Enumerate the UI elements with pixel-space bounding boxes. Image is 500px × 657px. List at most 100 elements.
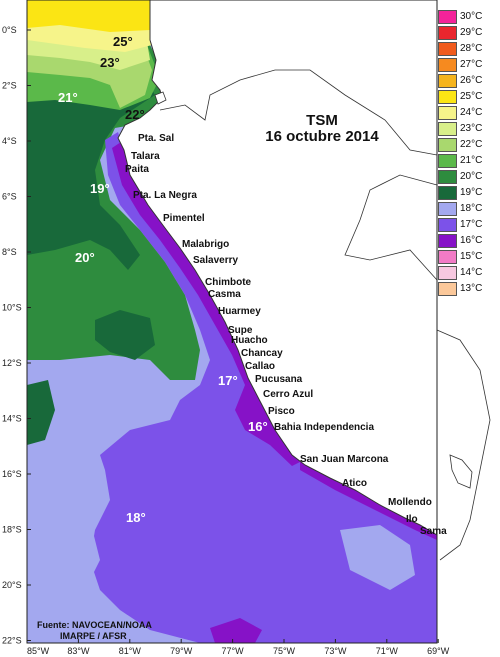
place-label: Casma (208, 289, 241, 300)
lat-tick-label: 4°S (2, 136, 17, 146)
ocean-18c-patch (340, 525, 415, 590)
lon-tick-label: 83°W (67, 646, 90, 656)
lat-tick-label: 8°S (2, 247, 17, 257)
legend-label: 14°C (460, 267, 483, 278)
border-line-south (436, 329, 491, 561)
map-frame (26, 0, 438, 644)
place-label: Malabrigo (182, 239, 230, 250)
place-label: Pimentel (163, 213, 205, 224)
place-label: Huacho (231, 335, 268, 346)
isotherm-label: 25° (113, 34, 133, 49)
legend-label: 20°C (460, 171, 483, 182)
place-label: Cerro Azul (263, 389, 314, 400)
legend-label: 25°C (460, 91, 483, 102)
lon-tick-label: 69°W (427, 646, 450, 656)
legend-swatch (438, 186, 457, 200)
legend-swatch (438, 266, 457, 280)
legend-label: 15°C (460, 251, 483, 262)
lat-tick-label: 16°S (2, 469, 22, 479)
source-line1: Fuente: NAVOCEAN/NOAA (37, 620, 152, 630)
ocean-19c-patch-west (27, 380, 55, 445)
legend-label: 24°C (460, 107, 483, 118)
lat-tick-label: 2°S (2, 81, 17, 91)
place-label: Atico (342, 478, 367, 489)
ocean-19c-region (27, 60, 155, 270)
legend-swatch (438, 202, 457, 216)
lat-tick-label: 20°S (2, 580, 22, 590)
lon-tick-label: 77°W (222, 646, 245, 656)
lat-tick-label: 0°S (2, 25, 17, 35)
place-label: Sama (420, 526, 447, 537)
place-label: Ilo (406, 514, 418, 525)
place-label: Pta. Sal (138, 133, 175, 144)
legend-label: 13°C (460, 283, 483, 294)
lon-tick-label: 85°W (27, 646, 50, 656)
isotherm-label: 19° (90, 181, 110, 196)
place-label: Chancay (241, 348, 283, 359)
isotherm-label: 17° (218, 373, 238, 388)
place-label: Chimbote (205, 277, 252, 288)
place-label: Bahia Independencia (274, 422, 375, 433)
isotherm-label: 18° (126, 510, 146, 525)
longitude-ticks: 85°W 83°W 81°W 79°W 77°W 75°W 73°W 71°W 69°W (26, 639, 450, 656)
map-title-line1: TSM (306, 112, 338, 129)
legend-swatch (438, 42, 457, 56)
isotherm-label: 20° (75, 250, 95, 265)
legend-label: 21°C (460, 155, 483, 166)
legend-label: 27°C (460, 59, 483, 70)
legend-label: 16°C (460, 235, 483, 246)
isotherm-label: 21° (58, 90, 78, 105)
ocean-18c-patch-sw (45, 520, 100, 600)
legend-swatch (438, 154, 457, 168)
border-line (159, 69, 438, 156)
map-title-line2: 16 octubre 2014 (265, 128, 379, 145)
island (154, 91, 167, 105)
legend-label: 26°C (460, 75, 483, 86)
place-label: Huarmey (218, 306, 261, 317)
place-label: Pucusana (255, 374, 303, 385)
ocean-25c-region (27, 0, 150, 32)
place-label: San Juan Marcona (300, 454, 389, 465)
legend-label: 17°C (460, 219, 483, 230)
isotherm-label: 22° (125, 107, 145, 122)
border-line-east (344, 174, 438, 281)
latitude-ticks: 0°S 2°S 4°S 6°S 8°S 10°S 12°S 14°S 16°S 18°S 20°S 2… (2, 25, 31, 646)
legend-label: 19°C (460, 187, 483, 198)
place-label: Salaverry (193, 255, 239, 266)
legend-swatch (438, 218, 457, 232)
legend-swatch (438, 10, 457, 24)
legend-swatch (438, 122, 457, 136)
legend-label: 30°C (460, 11, 483, 22)
place-label: Supe (228, 325, 253, 336)
isotherm-label: 16° (248, 419, 268, 434)
lat-tick-label: 18°S (2, 525, 22, 535)
lat-tick-label: 10°S (2, 303, 22, 313)
lat-tick-label: 22°S (2, 636, 22, 646)
lat-tick-label: 6°S (2, 192, 17, 202)
legend-label: 22°C (460, 139, 483, 150)
legend-swatch (438, 90, 457, 104)
lat-tick-label: 12°S (2, 358, 22, 368)
legend-swatch (438, 234, 457, 248)
legend-swatch (438, 74, 457, 88)
ocean-16c-patch (210, 618, 262, 643)
lon-tick-label: 71°W (376, 646, 399, 656)
lon-tick-label: 75°W (273, 646, 296, 656)
lat-tick-label: 14°S (2, 414, 22, 424)
place-label: Pisco (268, 406, 295, 417)
legend-label: 18°C (460, 203, 483, 214)
legend-swatch (438, 282, 457, 296)
place-label: Callao (245, 361, 276, 372)
lake-titicaca (449, 454, 473, 489)
lon-tick-label: 81°W (119, 646, 142, 656)
lon-tick-label: 73°W (324, 646, 347, 656)
ocean-19c-patch (95, 310, 155, 360)
place-label: Talara (131, 151, 160, 162)
isotherm-label: 23° (100, 55, 120, 70)
lon-tick-label: 79°W (170, 646, 193, 656)
legend-swatch (438, 170, 457, 184)
place-label: Paita (125, 164, 149, 175)
legend-swatch (438, 138, 457, 152)
place-label: Pta. La Negra (133, 190, 197, 201)
